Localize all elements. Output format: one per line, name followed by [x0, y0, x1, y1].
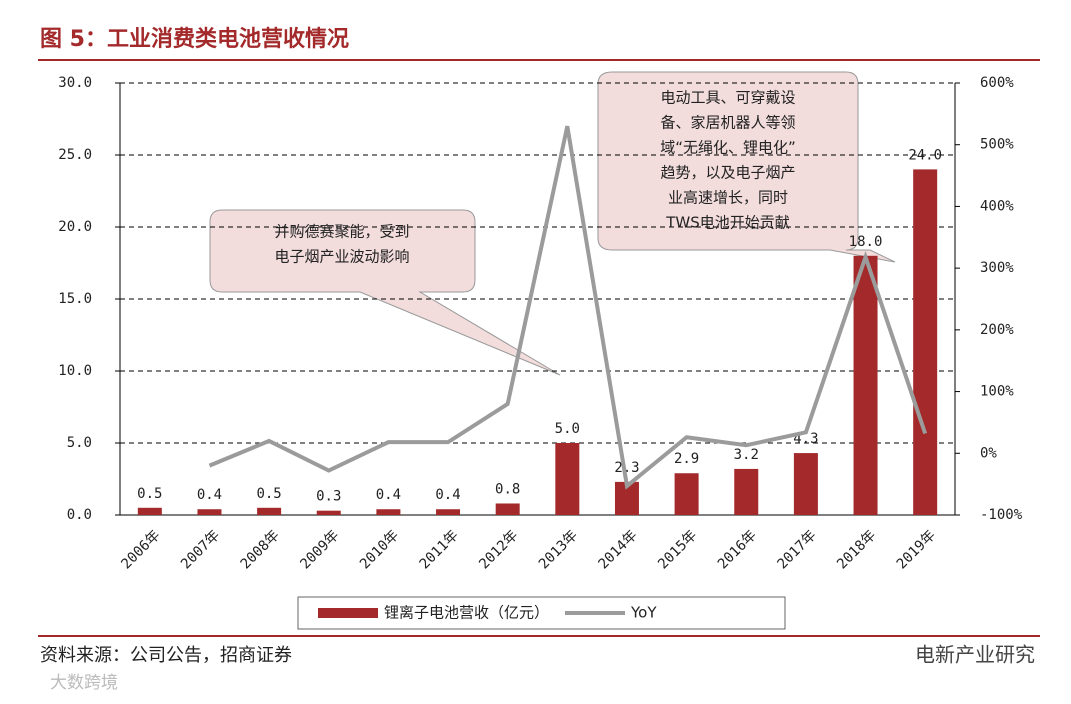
bar [376, 509, 401, 515]
value-label: 5.0 [555, 421, 580, 437]
annotation: 并购德赛聚能，受到 [274, 223, 409, 241]
bar [853, 255, 878, 516]
value-label: 0.4 [376, 487, 401, 503]
y-tick-label: 20.0 [58, 219, 92, 235]
legend-box [297, 596, 786, 630]
value-label: 0.5 [256, 486, 281, 502]
x-tick-label: 2010年 [357, 527, 402, 572]
x-tick-label: 2018年 [834, 527, 879, 572]
value-label: 0.5 [137, 486, 162, 502]
annotation: 域“无绳化、锂电化” [660, 139, 796, 157]
x-tick-label: 2007年 [178, 527, 223, 572]
watermark: 电新产业研究 [915, 643, 1035, 667]
y2-tick-label: 400% [980, 198, 1014, 214]
x-tick-label: 2013年 [536, 527, 581, 572]
x-tick-label: 2017年 [774, 527, 819, 572]
annotation: 电动工具、可穿戴设 [660, 89, 795, 107]
y2-tick-label: 100% [980, 384, 1014, 400]
value-label: 0.3 [316, 489, 341, 505]
y-tick-label: 10.0 [58, 363, 92, 379]
x-tick-label: 2019年 [894, 527, 939, 572]
y2-tick-label: 300% [980, 260, 1014, 276]
bar [555, 443, 580, 515]
bar [674, 473, 699, 515]
y2-tick-label: 0% [980, 445, 997, 461]
value-label: 3.2 [734, 447, 759, 463]
value-label: 0.4 [435, 487, 460, 503]
y-tick-label: 25.0 [58, 147, 92, 163]
x-tick-label: 2006年 [118, 527, 163, 572]
x-tick-label: 2012年 [476, 527, 521, 572]
y2-tick-label: 200% [980, 322, 1014, 338]
y-tick-label: 0.0 [67, 507, 92, 523]
bar [197, 509, 222, 515]
y2-tick-label: 500% [980, 137, 1014, 153]
y-tick-label: 30.0 [58, 75, 92, 91]
legend-swatch [318, 608, 378, 618]
bar [316, 510, 341, 515]
x-tick-label: 2009年 [297, 527, 342, 572]
y2-tick-label: 600% [980, 75, 1014, 91]
annotation: 备、家居机器人等领 [660, 114, 795, 132]
bar [793, 453, 818, 515]
y-tick-label: 5.0 [67, 435, 92, 451]
bar [495, 503, 520, 515]
value-label: 24.0 [908, 147, 942, 163]
source: 资料来源：公司公告，招商证券 [40, 645, 292, 666]
annotation: 业高速增长，同时 [668, 189, 788, 207]
watermark: 大数跨境 [50, 673, 118, 693]
y-tick-label: 15.0 [58, 291, 92, 307]
legend-label: 锂离子电池营收（亿元） [384, 604, 549, 622]
bar [436, 509, 461, 515]
bar [137, 507, 162, 515]
y2-tick-label: -100% [980, 507, 1023, 523]
bar [913, 169, 938, 515]
callout-bubble [209, 209, 561, 376]
value-label: 18.0 [849, 234, 883, 250]
x-tick-label: 2015年 [655, 527, 700, 572]
annotation: 电子烟产业波动影响 [274, 248, 409, 266]
bar [257, 507, 282, 515]
bar [734, 468, 759, 515]
value-label: 2.9 [674, 451, 699, 467]
callout-bubble [597, 71, 896, 263]
annotation: 趋势，以及电子烟产 [660, 164, 795, 182]
x-tick-label: 2016年 [715, 527, 760, 572]
annotation: TWS电池开始贡献 [665, 214, 790, 232]
line [208, 125, 928, 490]
x-tick-label: 2014年 [596, 527, 641, 572]
legend-label: YoY [630, 604, 657, 622]
value-label: 2.3 [614, 460, 639, 476]
x-tick-label: 2008年 [238, 527, 283, 572]
value-label: 0.8 [495, 481, 520, 497]
value-label: 0.4 [197, 487, 222, 503]
x-tick-label: 2011年 [417, 527, 462, 572]
chart-title: 图 5：工业消费类电池营收情况 [40, 26, 349, 52]
